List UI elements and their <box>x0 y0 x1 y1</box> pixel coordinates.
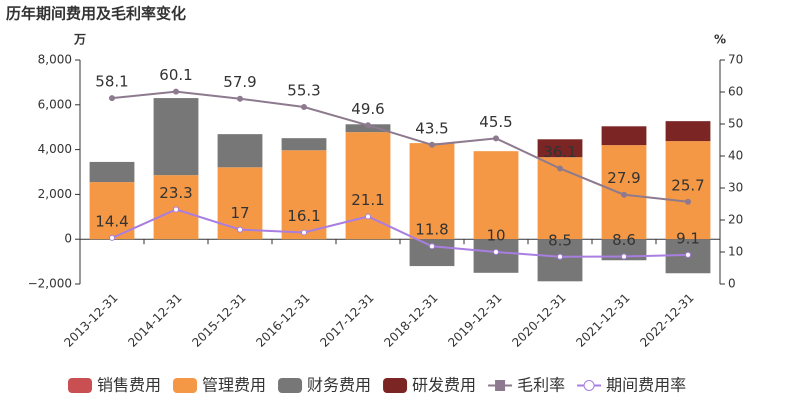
line-point <box>237 226 243 233</box>
legend-label: 管理费用 <box>202 376 266 395</box>
bar <box>665 141 711 240</box>
bar <box>89 161 135 183</box>
line-point <box>365 213 371 220</box>
data-label: 21.1 <box>351 191 384 209</box>
line-point <box>557 165 563 172</box>
data-label: 60.1 <box>159 66 192 84</box>
legend-label: 销售费用 <box>97 376 161 395</box>
line <box>111 208 689 258</box>
y-tick-label: 2,000 <box>38 187 72 201</box>
bar <box>153 98 199 176</box>
line-point <box>557 253 563 260</box>
data-label: 45.5 <box>479 113 512 131</box>
y-tick-label: 4,000 <box>38 142 72 156</box>
data-label: 14.4 <box>95 212 128 230</box>
line-point <box>109 95 115 102</box>
y-tick-label: 6,000 <box>38 97 72 111</box>
bar <box>665 121 711 142</box>
x-tick-label: 2013-12-31 <box>61 291 120 350</box>
data-label: 11.8 <box>415 221 448 239</box>
x-tick-label: 2015-12-31 <box>189 291 248 350</box>
line <box>111 90 689 203</box>
legend-label: 毛利率 <box>517 376 565 395</box>
data-label: 8.6 <box>612 231 636 249</box>
line-point <box>685 251 691 258</box>
line-point <box>173 88 179 95</box>
chart-title: 历年期间费用及毛利率变化 <box>6 5 186 23</box>
legend-swatch <box>278 378 303 393</box>
legend-marker <box>583 380 595 391</box>
y2-tick-label: 50 <box>728 117 743 131</box>
y2-tick-label: 20 <box>728 213 743 227</box>
x-tick-label: 2016-12-31 <box>253 291 312 350</box>
bar <box>601 239 647 261</box>
bar <box>281 150 327 240</box>
data-label: 8.5 <box>548 231 572 249</box>
y2-tick-label: 60 <box>728 85 743 99</box>
line-point <box>429 141 435 148</box>
line-point <box>621 191 627 198</box>
line-point <box>109 234 115 241</box>
bar <box>473 151 519 240</box>
bar <box>537 239 583 282</box>
data-label: 43.5 <box>415 119 448 137</box>
x-tick-label: 2018-12-31 <box>381 291 440 350</box>
data-label: 9.1 <box>676 229 700 247</box>
bar <box>281 138 327 151</box>
x-tick-label: 2017-12-31 <box>317 291 376 350</box>
data-label: 17 <box>230 204 249 222</box>
legend-label: 研发费用 <box>412 376 476 395</box>
y-tick-label: 0 <box>64 232 72 246</box>
data-label: 10 <box>486 227 505 245</box>
y2-tick-label: 30 <box>728 181 743 195</box>
bar <box>473 239 519 273</box>
data-label: 23.3 <box>159 184 192 202</box>
y2-tick-label: 70 <box>728 53 743 67</box>
data-label: 36.1 <box>543 143 576 161</box>
bar <box>537 139 583 158</box>
bar <box>409 143 455 240</box>
data-label: 16.1 <box>287 207 320 225</box>
y-axis-label: 万 <box>73 33 86 47</box>
x-tick-label: 2014-12-31 <box>125 291 184 350</box>
x-tick-label: 2021-12-31 <box>573 291 632 350</box>
line-point <box>429 243 435 250</box>
data-label: 27.9 <box>607 169 640 187</box>
data-label: 55.3 <box>287 82 320 100</box>
legend-swatch <box>383 378 408 393</box>
line-point <box>685 198 691 205</box>
y2-tick-label: 0 <box>728 277 736 291</box>
bar <box>601 126 647 146</box>
data-label: 57.9 <box>223 73 256 91</box>
y2-tick-label: 10 <box>728 245 743 259</box>
line-point <box>365 122 371 129</box>
data-label: 49.6 <box>351 100 384 118</box>
data-label: 58.1 <box>95 73 128 91</box>
legend-swatch <box>173 378 198 393</box>
y-tick-label: 8,000 <box>38 53 72 67</box>
line-point <box>301 104 307 111</box>
legend-marker <box>495 380 506 391</box>
line-point <box>237 95 243 102</box>
x-tick-label: 2019-12-31 <box>445 291 504 350</box>
y-tick-label: −2,000 <box>28 277 72 291</box>
bar <box>345 132 391 240</box>
legend-swatch <box>68 378 92 393</box>
line-point <box>301 229 307 236</box>
legend-label: 财务费用 <box>307 376 371 395</box>
y2-axis-label: % <box>714 33 726 47</box>
data-label: 25.7 <box>671 176 704 194</box>
line-point <box>173 206 179 213</box>
legend-label: 期间费用率 <box>606 376 686 395</box>
bar <box>217 134 263 168</box>
x-tick-label: 2022-12-31 <box>637 291 696 350</box>
bar <box>409 239 455 267</box>
y2-tick-label: 40 <box>728 149 743 163</box>
line-point <box>493 135 499 142</box>
line-point <box>621 253 627 260</box>
line-point <box>493 249 499 255</box>
bar <box>89 182 135 240</box>
x-tick-label: 2020-12-31 <box>509 291 568 350</box>
